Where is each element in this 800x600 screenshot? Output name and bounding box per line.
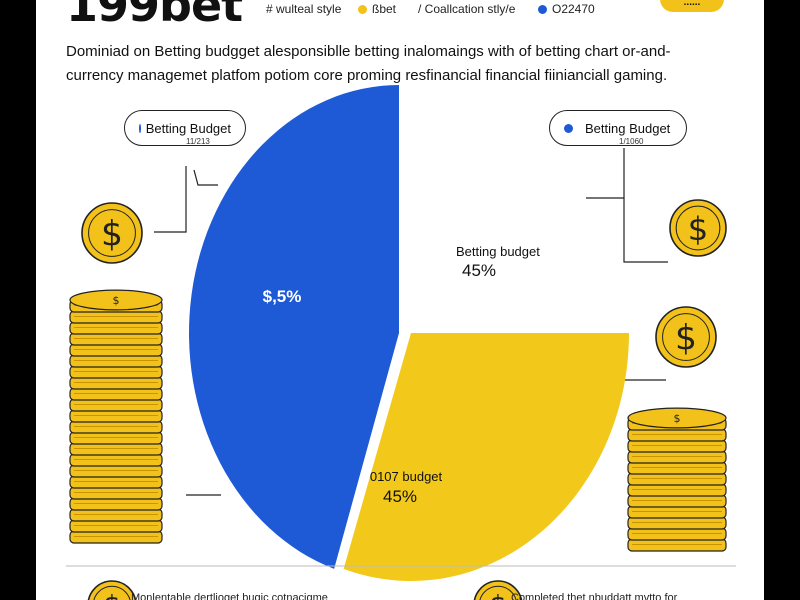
coin-rim [473,580,523,600]
coin-inner-ring [479,585,517,600]
stack-top-coin [627,407,727,429]
pie-slice-yellow [343,333,629,581]
coin-rim [655,306,717,368]
blue-dot-icon [564,123,573,133]
footer-left-text: Monlentable dertlioget bugic cotnacigme [131,592,328,600]
dollar-coin-icon: $ [669,199,727,257]
header-legend-label: ßbet [372,2,397,16]
dollar-sign: $ [101,215,123,255]
coin-rim [81,202,143,264]
left-legend-pill: Betting Budget [124,110,246,146]
yellow-dot-icon [358,5,367,15]
left-legend-label: Betting Budget [145,120,231,136]
header-legend-item-3: / Coallcation stly/e [418,2,515,16]
header-legend-item-2: ßbet [358,2,396,16]
dollar-sign: $ [674,412,681,425]
right-coin-stack: $ [627,407,727,552]
dollar-coin-icon: $ [473,580,523,600]
header-legend-label: # wulteal style [266,2,342,16]
connector-line [623,198,668,263]
coin-inner-ring [88,209,136,257]
dollar-coin-icon: $ [655,306,717,368]
outer-label-title: Betting budget [456,244,540,259]
brand-logo: 199bet [66,0,243,32]
blue-dot-icon [538,5,547,15]
coin-rim [669,199,727,257]
pie-slice-blue [189,85,399,569]
slice-label-yellow-title: 0107 budget [370,469,443,484]
outer-label-value: 45% [462,261,496,280]
footer-right-text: Completed thet nbuddatt mvtto for [511,592,678,600]
infographic-canvas: $,5% 0107 budget 45% Betting budget 45% $ $ $ $ $… [36,0,764,600]
right-legend-sublabel: 1/1060 [619,137,644,146]
header-legend-item-1: # wulteal style [266,2,341,16]
coin-inner-ring [675,205,721,251]
intro-paragraph: Dominiad on Betting budgget alesponsibll… [66,43,671,84]
coin-rim [87,580,137,600]
dollar-sign: $ [113,294,120,307]
dollar-coin-icon: $ [81,202,143,264]
right-legend-pill: Betting Budget [549,110,687,146]
slice-label-blue: $,5% [263,287,302,306]
slice-label-yellow-value: 45% [383,487,417,506]
dollar-sign: $ [103,589,121,600]
header-legend-item-4: O22470 [538,2,595,16]
left-coin-stack: $ [69,289,163,544]
connector-line [154,166,187,233]
header-pill-button[interactable]: ...... [660,0,724,12]
dollar-sign: $ [675,319,697,359]
coin-inner-ring [662,313,710,361]
stack-top-coin [69,289,163,311]
connector-line [586,148,625,199]
dollar-coin-icon: $ [87,580,137,600]
dollar-sign: $ [489,589,507,600]
blue-dot-icon [139,123,141,133]
coin-inner-ring [93,585,131,600]
connector-line [193,169,218,186]
right-legend-label: Betting Budget [585,120,671,136]
pie-chart: $,5% 0107 budget 45% Betting budget 45% $ $ $ $ $… [66,85,736,600]
dollar-sign: $ [688,210,708,248]
left-legend-sublabel: 11/213 [186,137,210,146]
header-legend-label: O22470 [552,2,595,16]
header-legend-label: / Coallcation stly/e [418,2,516,16]
